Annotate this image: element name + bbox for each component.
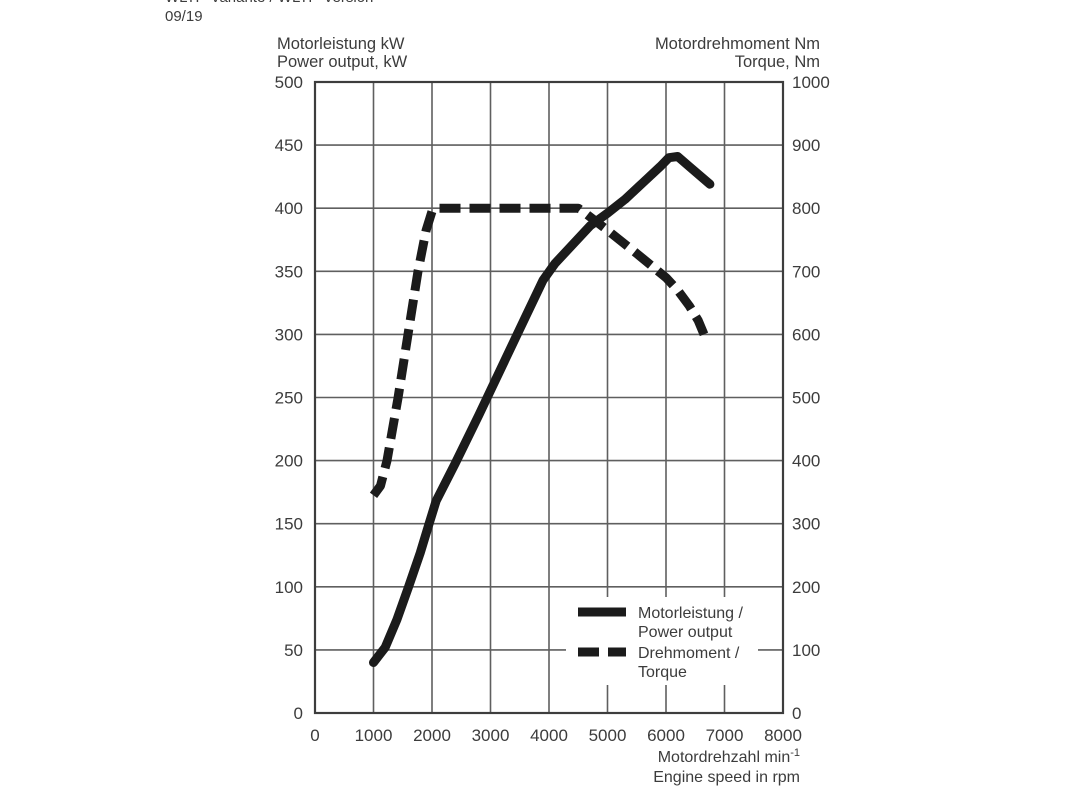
right-axis-title-en: Torque, Nm — [735, 53, 820, 71]
y-left-tick-label: 200 — [275, 452, 303, 471]
power-curve — [369, 152, 715, 667]
legend-label-torque-line2: Torque — [638, 664, 687, 681]
x-axis-caption-de: Motordrehzahl min-1 — [658, 747, 800, 766]
y-left-tick-label: 250 — [275, 389, 303, 408]
x-tick-label: 1000 — [355, 726, 393, 745]
x-tick-label: 0 — [310, 726, 319, 745]
x-axis-caption-en: Engine speed in rpm — [653, 769, 800, 786]
y-left-tick-label: 300 — [275, 325, 303, 344]
plot-frame-layer — [313, 80, 785, 715]
tick-label-layer: 0 1000 2000 3000 4000 5000 6000 7000 80000501001… — [275, 73, 830, 745]
x-tick-label: 8000 — [764, 726, 802, 745]
y-right-tick-label: 300 — [792, 515, 820, 534]
y-left-tick-label: 450 — [275, 136, 303, 155]
x-tick-label: 4000 — [530, 726, 568, 745]
legend-label-torque-line1: Drehmoment / — [638, 645, 740, 662]
y-left-tick-label: 100 — [275, 578, 303, 597]
y-right-tick-label: 900 — [792, 136, 820, 155]
torque-curve — [369, 203, 709, 498]
left-axis-title-de: Motorleistung kW — [277, 35, 405, 53]
y-right-tick-label: 1000 — [792, 73, 830, 92]
curves-layer — [369, 152, 715, 667]
x-tick-label: 6000 — [647, 726, 685, 745]
x-tick-label: 3000 — [472, 726, 510, 745]
y-right-tick-label: 700 — [792, 262, 820, 281]
y-right-tick-label: 500 — [792, 389, 820, 408]
y-left-tick-label: 50 — [284, 641, 303, 660]
wltp-version-note: WLTP-Variante / WLTP-Version — [165, 0, 373, 7]
right-axis-title-de: Motordrehmoment Nm — [655, 35, 820, 53]
y-right-tick-label: 600 — [792, 325, 820, 344]
x-tick-label: 5000 — [589, 726, 627, 745]
y-left-tick-label: 350 — [275, 262, 303, 281]
date-note: 09/19 — [165, 8, 203, 25]
legend-label-power-line2: Power output — [638, 624, 733, 641]
y-left-tick-label: 0 — [294, 704, 303, 723]
left-axis-title-en: Power output, kW — [277, 53, 408, 71]
y-right-tick-label: 0 — [792, 704, 801, 723]
plot-frame — [313, 80, 785, 715]
y-right-tick-label: 400 — [792, 452, 820, 471]
y-right-tick-label: 200 — [792, 578, 820, 597]
y-left-tick-label: 500 — [275, 73, 303, 92]
y-right-tick-label: 100 — [792, 641, 820, 660]
y-right-tick-label: 800 — [792, 199, 820, 218]
y-left-tick-label: 150 — [275, 515, 303, 534]
y-left-tick-label: 400 — [275, 199, 303, 218]
legend: Motorleistung / Power output Drehmoment … — [566, 597, 758, 685]
legend-label-power-line1: Motorleistung / — [638, 605, 743, 622]
x-tick-label: 2000 — [413, 726, 451, 745]
header-note: WLTP-Variante / WLTP-Version 09/19 — [165, 0, 373, 26]
x-tick-label: 7000 — [706, 726, 744, 745]
